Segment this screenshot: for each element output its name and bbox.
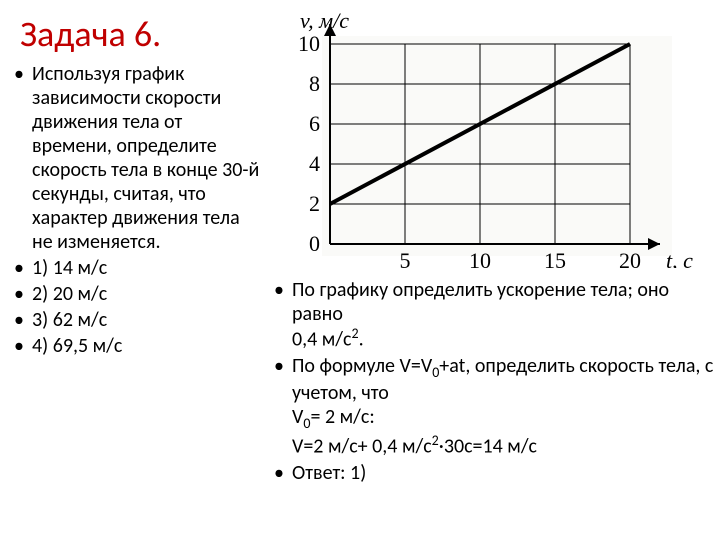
- svg-text:5: 5: [400, 248, 411, 268]
- question-text: Используя график зависимости скорости дв…: [14, 62, 264, 254]
- svg-text:20: 20: [619, 248, 641, 268]
- option-2: 2) 20 м/с: [14, 282, 264, 306]
- svg-text:t, с: t, с: [666, 248, 693, 268]
- svg-text:15: 15: [544, 248, 566, 268]
- solution-step-2: По формуле V=V0+at, определить скорость …: [274, 354, 714, 459]
- solution-answer: Ответ: 1): [274, 461, 714, 485]
- svg-text:10: 10: [469, 248, 491, 268]
- option-4: 4) 69,5 м/с: [14, 334, 264, 358]
- option-1: 1) 14 м/с: [14, 256, 264, 280]
- solution-step-1: По графику определить ускорение тела; он…: [274, 278, 714, 352]
- svg-text:4: 4: [309, 151, 320, 176]
- left-column: Используя график зависимости скорости дв…: [14, 62, 264, 360]
- right-column: По графику определить ускорение тела; он…: [274, 278, 714, 487]
- option-3: 3) 62 м/с: [14, 308, 264, 332]
- page-title: Задача 6.: [20, 12, 161, 56]
- svg-text:0: 0: [309, 231, 320, 256]
- svg-text:8: 8: [309, 71, 320, 96]
- svg-text:v, м/с: v, м/с: [300, 8, 349, 33]
- svg-text:6: 6: [309, 111, 320, 136]
- velocity-chart: 0 2 4 6 8 10 5 10 15 20 v, м/с t, с: [270, 8, 700, 268]
- svg-text:10: 10: [298, 31, 320, 56]
- svg-text:2: 2: [309, 191, 320, 216]
